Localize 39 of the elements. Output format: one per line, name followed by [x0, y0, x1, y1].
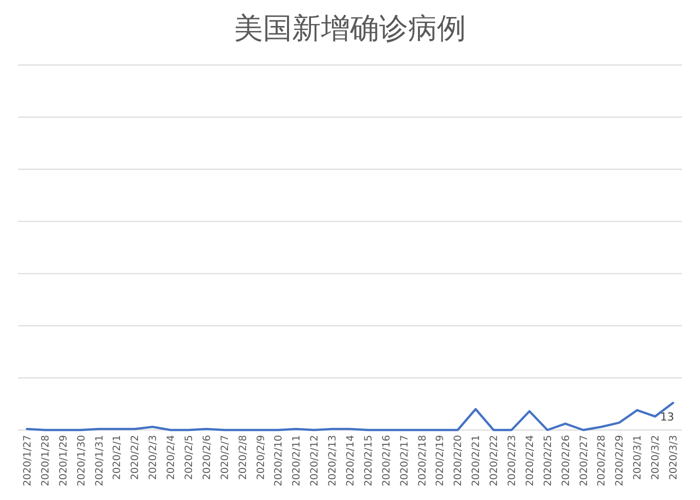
x-tick-label: 2020/2/10 [274, 435, 285, 486]
x-tick-label: 2020/2/2 [130, 435, 142, 480]
x-tick-label: 2020/2/18 [417, 435, 428, 486]
x-tick-label: 2020/2/29 [614, 435, 626, 486]
x-tick-label: 2020/2/7 [220, 435, 231, 480]
x-tick-label: 2020/2/12 [310, 435, 321, 486]
chart-title: 美国新增确诊病例 [234, 11, 466, 45]
x-tick-label: 2020/2/19 [435, 435, 446, 486]
x-tick-label: 2020/3/3 [668, 435, 680, 480]
x-tick-label: 2020/2/24 [524, 435, 536, 486]
x-tick-label: 2020/2/13 [328, 435, 339, 486]
x-tick-label: 2020/2/21 [471, 435, 482, 486]
x-tick-label: 2020/2/11 [292, 435, 303, 486]
x-tick-label: 2020/2/4 [166, 435, 178, 480]
x-tick-label: 2020/2/20 [453, 435, 464, 486]
x-tick-label: 2020/2/5 [184, 435, 195, 480]
x-tick-label: 2020/2/8 [238, 435, 249, 480]
x-tick-label: 2020/2/6 [202, 435, 213, 480]
x-tick-label: 2020/3/2 [650, 435, 662, 480]
x-tick-label: 2020/1/29 [58, 435, 70, 486]
data-label: 13 [660, 410, 674, 424]
x-tick-label: 2020/1/27 [22, 435, 34, 486]
x-tick-label: 2020/3/1 [632, 435, 644, 480]
x-tick-label: 2020/2/27 [578, 435, 590, 486]
x-tick-label: 2020/2/1 [112, 435, 124, 480]
x-tick-label: 2020/2/26 [560, 435, 572, 486]
x-tick-label: 2020/1/30 [76, 435, 88, 486]
x-tick-label: 2020/2/28 [596, 435, 608, 486]
x-tick-label: 2020/1/28 [40, 435, 52, 486]
x-tick-label: 2020/2/15 [363, 435, 374, 486]
x-tick-label: 2020/2/9 [256, 435, 267, 480]
x-tick-label: 2020/2/16 [381, 435, 392, 486]
x-tick-label: 2020/2/25 [542, 435, 554, 486]
x-tick-label: 2020/2/3 [148, 435, 160, 480]
x-tick-label: 2020/2/23 [507, 435, 518, 486]
x-tick-label: 2020/2/17 [399, 435, 410, 486]
x-tick-label: 2020/2/14 [346, 435, 356, 486]
x-tick-label: 2020/2/22 [489, 435, 500, 486]
x-tick-label: 2020/1/31 [94, 435, 106, 486]
